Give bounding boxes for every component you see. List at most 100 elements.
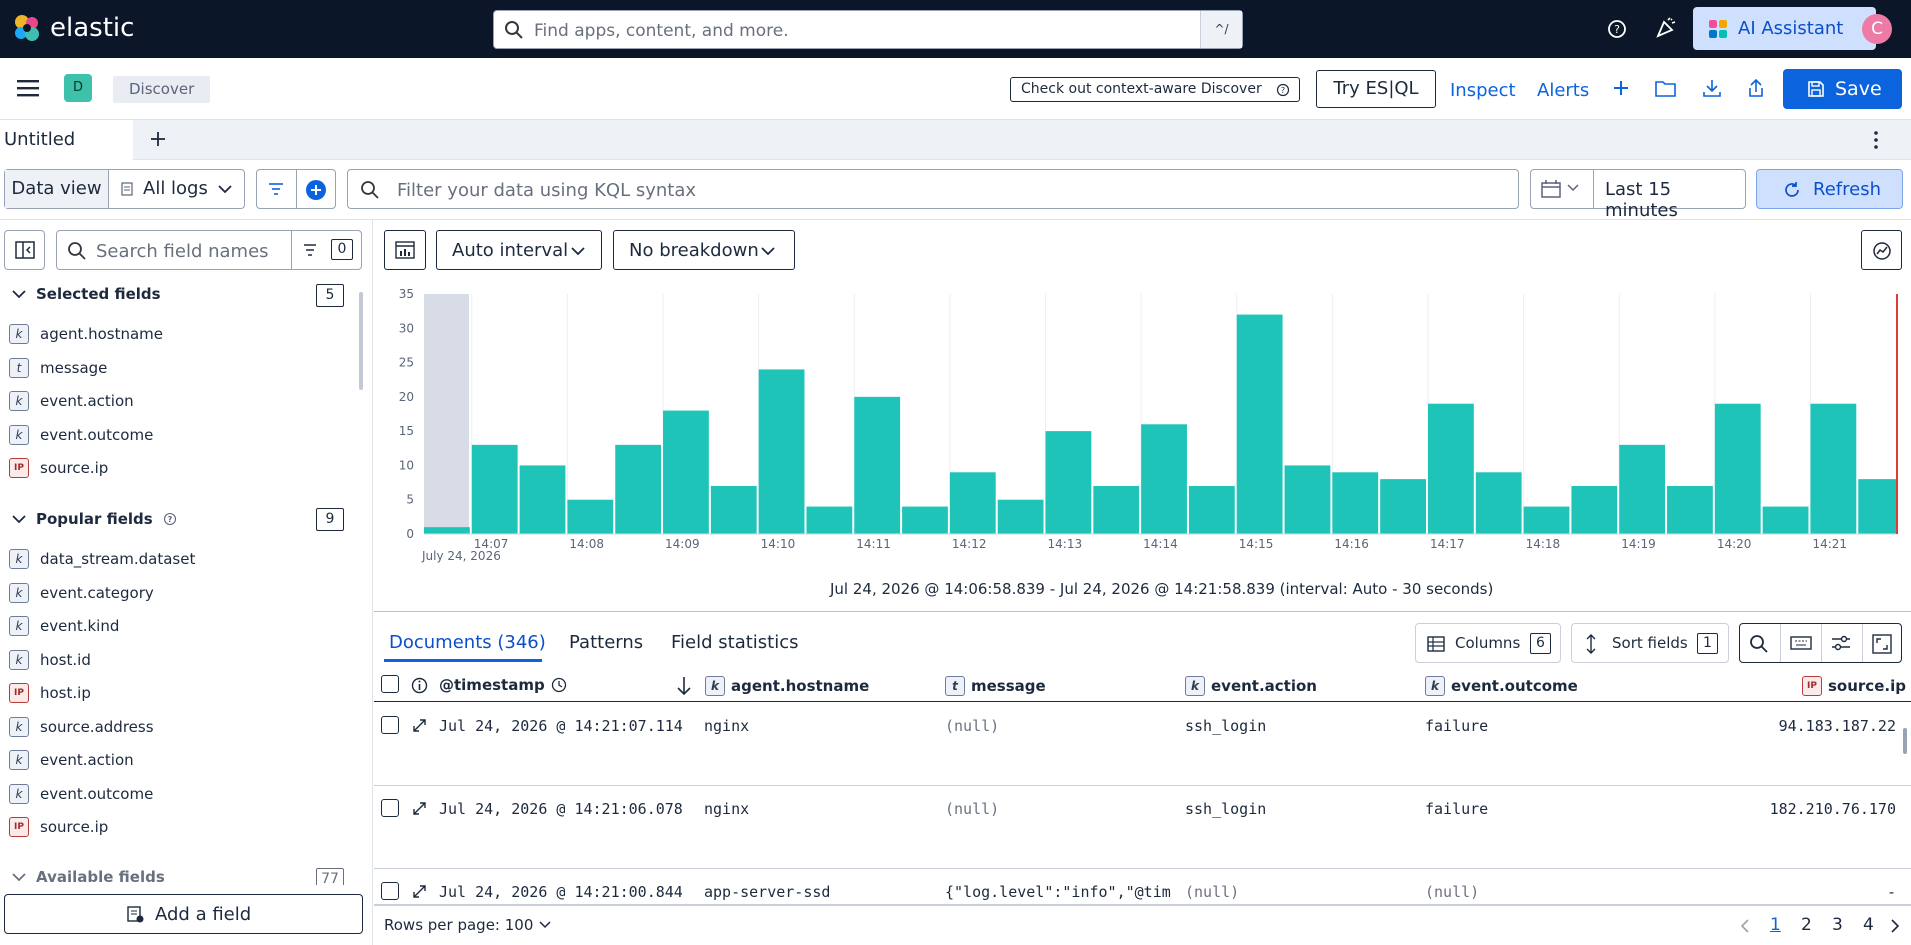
histogram-bar[interactable] [902, 506, 948, 534]
date-picker[interactable]: Last 15 minutes [1530, 169, 1746, 221]
selected-field-item[interactable]: t message [9, 357, 107, 378]
ai-assistant-button[interactable]: AI Assistant [1693, 7, 1876, 50]
search-icon[interactable] [1749, 634, 1769, 654]
histogram-bar[interactable] [1380, 479, 1426, 534]
page-number-button[interactable]: 3 [1832, 915, 1843, 935]
page-number-button[interactable]: 1 [1770, 915, 1781, 935]
new-plus-icon[interactable] [1613, 80, 1629, 96]
save-button[interactable]: Save [1783, 69, 1902, 109]
row-checkbox[interactable] [381, 799, 399, 817]
row-checkbox[interactable] [381, 882, 399, 900]
histogram-bar[interactable] [1667, 486, 1713, 534]
breakdown-selector[interactable]: No breakdown [613, 230, 795, 270]
columns-button[interactable]: Columns 6 [1415, 623, 1561, 663]
selected-field-item[interactable]: k event.action [9, 391, 134, 411]
collapse-sidebar-button[interactable] [4, 230, 45, 270]
open-folder-icon[interactable] [1655, 79, 1677, 97]
row-checkbox[interactable] [381, 716, 399, 734]
elastic-logo[interactable]: elastic [12, 13, 134, 43]
page-number-button[interactable]: 2 [1801, 915, 1812, 935]
table-row[interactable]: Jul 24, 2026 @ 14:21:06.078 nginx (null) ss… [374, 786, 1911, 869]
popular-field-item[interactable]: k event.outcome [9, 783, 153, 804]
column-header-event-action[interactable]: k event.action [1185, 676, 1317, 696]
column-header-message[interactable]: t message [945, 676, 1046, 696]
display-settings-icon[interactable] [1831, 635, 1851, 651]
selected-field-item[interactable]: IP source.ip [9, 458, 108, 478]
histogram-bar[interactable] [949, 472, 996, 534]
user-avatar[interactable]: C [1862, 14, 1892, 44]
histogram-bar[interactable] [854, 396, 901, 534]
tab-untitled[interactable]: Untitled [0, 120, 133, 160]
table-scrollbar[interactable] [1903, 728, 1907, 754]
expand-row-icon[interactable] [412, 884, 427, 899]
histogram-bar[interactable] [567, 499, 614, 534]
sort-descending-icon[interactable] [677, 676, 691, 696]
rows-per-page-selector[interactable]: Rows per page: 100 [384, 916, 551, 934]
info-icon[interactable] [411, 677, 428, 694]
global-search-input[interactable]: Find apps, content, and more. ^/ [493, 10, 1243, 49]
table-row[interactable]: Jul 24, 2026 @ 14:21:00.844 app-server-ss… [374, 869, 1911, 905]
histogram-bar[interactable] [806, 506, 853, 534]
column-header-timestamp[interactable]: @timestamp [439, 676, 567, 694]
filter-menu-icon[interactable] [268, 182, 284, 196]
histogram-bar[interactable] [1619, 444, 1666, 534]
histogram-bar[interactable] [1475, 472, 1522, 534]
popular-field-item[interactable]: k event.action [9, 750, 134, 770]
histogram-bar[interactable] [615, 444, 662, 534]
popular-fields-toggle[interactable]: Popular fields ? [12, 510, 177, 528]
tab-patterns[interactable]: Patterns [569, 632, 644, 653]
expand-row-icon[interactable] [412, 801, 427, 816]
share-icon[interactable] [1746, 78, 1766, 98]
try-esql-button[interactable]: Try ES|QL [1316, 70, 1436, 108]
column-header-event-outcome[interactable]: k event.outcome [1425, 676, 1578, 696]
popular-field-item[interactable]: k event.kind [9, 616, 119, 636]
histogram-bar[interactable] [1188, 486, 1235, 534]
interval-selector[interactable]: Auto interval [436, 230, 602, 270]
popular-field-item[interactable]: IP source.ip [9, 817, 108, 837]
histogram-bar[interactable] [710, 486, 757, 534]
toggle-chart-button[interactable] [384, 230, 426, 270]
popular-field-item[interactable]: IP host.ip [9, 683, 91, 703]
histogram-bar[interactable] [1523, 506, 1570, 534]
fullscreen-icon[interactable] [1872, 634, 1892, 654]
tab-documents[interactable]: Documents (346) [389, 632, 546, 653]
histogram-bar[interactable] [424, 527, 470, 534]
popular-field-item[interactable]: k data_stream.dataset [9, 549, 195, 569]
context-aware-discover-button[interactable]: Check out context-aware Discover ? [1010, 77, 1300, 102]
menu-hamburger-icon[interactable] [16, 78, 40, 98]
histogram-chart[interactable]: 0 5 10 15 20 25 30 35 14:07 14:08 14:09 14:10 14:11… [374, 280, 1911, 570]
download-icon[interactable] [1702, 78, 1722, 98]
column-header-agent-hostname[interactable]: k agent.hostname [705, 676, 869, 696]
chart-options-button[interactable] [1861, 230, 1902, 270]
selected-field-item[interactable]: k agent.hostname [9, 324, 163, 344]
histogram-bar[interactable] [1571, 486, 1618, 534]
histogram-bar[interactable] [1427, 403, 1474, 534]
inspect-link[interactable]: Inspect [1450, 80, 1516, 101]
add-field-button[interactable]: Add a field [4, 894, 363, 934]
histogram-bar[interactable] [663, 410, 709, 534]
tab-field-statistics[interactable]: Field statistics [671, 632, 799, 653]
histogram-bar[interactable] [519, 465, 566, 534]
histogram-bar[interactable] [1284, 465, 1331, 534]
add-filter-icon[interactable] [305, 179, 327, 201]
histogram-bar[interactable] [1045, 431, 1092, 534]
popular-field-item[interactable]: k event.category [9, 582, 154, 603]
breadcrumb-discover[interactable]: Discover [113, 76, 211, 103]
quick-select-button[interactable] [1531, 170, 1594, 208]
histogram-bar[interactable] [1236, 314, 1283, 534]
add-tab-icon[interactable] [151, 132, 165, 146]
selected-fields-toggle[interactable]: Selected fields [12, 285, 161, 303]
refresh-button[interactable]: Refresh [1756, 169, 1903, 209]
histogram-bar[interactable] [997, 499, 1044, 534]
data-view-picker[interactable]: Data view All logs [4, 169, 245, 209]
histogram-bar[interactable] [1141, 424, 1187, 534]
column-header-source-ip[interactable]: IP source.ip [1802, 676, 1906, 696]
histogram-bar[interactable] [1332, 472, 1379, 534]
news-feed-icon[interactable] [1654, 16, 1678, 40]
histogram-bar[interactable] [1858, 479, 1897, 534]
histogram-bar[interactable] [1810, 403, 1857, 534]
kql-query-input[interactable]: Filter your data using KQL syntax [347, 169, 1519, 209]
popular-field-item[interactable]: k source.address [9, 716, 154, 737]
alerts-link[interactable]: Alerts [1537, 80, 1590, 101]
select-all-checkbox[interactable] [381, 675, 399, 693]
